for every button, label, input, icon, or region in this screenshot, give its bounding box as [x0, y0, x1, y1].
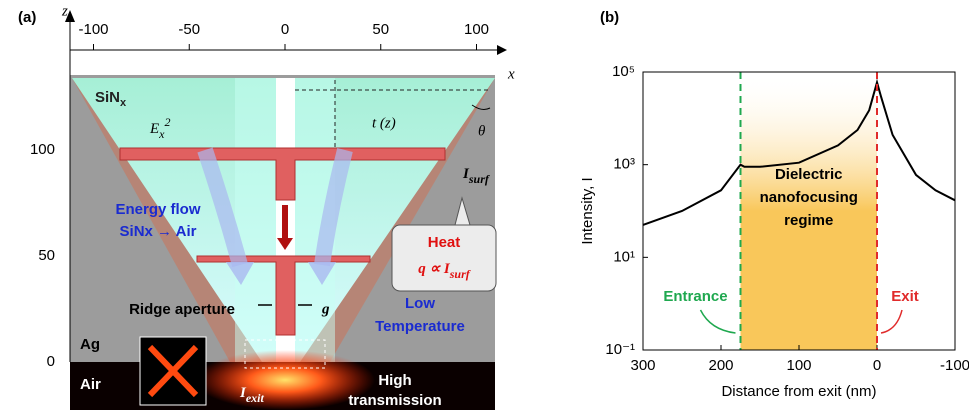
- figure: (a) z x SiNx Ex2 t (z) θ Isurf Energy fl…: [0, 0, 969, 410]
- x-tick-label: -100: [78, 21, 108, 38]
- x-tick-label: 100: [464, 21, 489, 38]
- x-tick-label: -50: [178, 21, 200, 38]
- z-tick-label: 50: [38, 247, 55, 264]
- y-tick-label: 10⁵: [612, 63, 635, 80]
- y-axis-label: Intensity, I: [579, 177, 596, 244]
- exit-label: Exit: [891, 288, 919, 305]
- z-label: z: [61, 3, 68, 19]
- energy-flow: Energy flow: [115, 201, 200, 218]
- thickness-label: t (z): [372, 115, 396, 131]
- exit-arrow: [881, 310, 902, 333]
- x-tick-label: 100: [786, 357, 811, 374]
- region-label: Dielectric: [775, 166, 843, 183]
- y-tick-label: 10⁻¹: [605, 341, 635, 358]
- x-tick-label: 0: [281, 21, 289, 38]
- ridge-label: Ridge aperture: [129, 301, 235, 318]
- y-tick-label: 10³: [613, 156, 635, 173]
- x-tick-label: 200: [708, 357, 733, 374]
- z-tick-label: 100: [30, 141, 55, 158]
- x-axis-head: [497, 45, 507, 55]
- energy-flow: SiNx → Air: [120, 223, 197, 240]
- z-tick-label: 0: [47, 353, 55, 370]
- low-temp: Low: [405, 295, 435, 312]
- ag-label: Ag: [80, 336, 100, 353]
- panel-label: (b): [600, 9, 619, 26]
- y-tick-label: 10¹: [613, 248, 635, 265]
- high-trans: transmission: [348, 392, 441, 409]
- x-axis-label: Distance from exit (nm): [721, 383, 876, 400]
- region-label: regime: [784, 212, 833, 229]
- entrance-arrow: [701, 310, 736, 333]
- panel-label: (a): [18, 9, 36, 26]
- gap-label: g: [321, 301, 330, 317]
- entrance-label: Entrance: [663, 288, 727, 305]
- x-tick-label: 50: [372, 21, 389, 38]
- region-label: nanofocusing: [760, 189, 858, 206]
- angle-label: θ: [478, 123, 486, 139]
- x-tick-label: -100: [940, 357, 969, 374]
- air-label: Air: [80, 376, 101, 393]
- x-label: x: [507, 66, 515, 82]
- x-tick-label: 0: [873, 357, 881, 374]
- high-trans: High: [378, 372, 411, 389]
- x-tick-label: 300: [630, 357, 655, 374]
- low-temp: Temperature: [375, 318, 465, 335]
- heat-title: Heat: [428, 234, 461, 251]
